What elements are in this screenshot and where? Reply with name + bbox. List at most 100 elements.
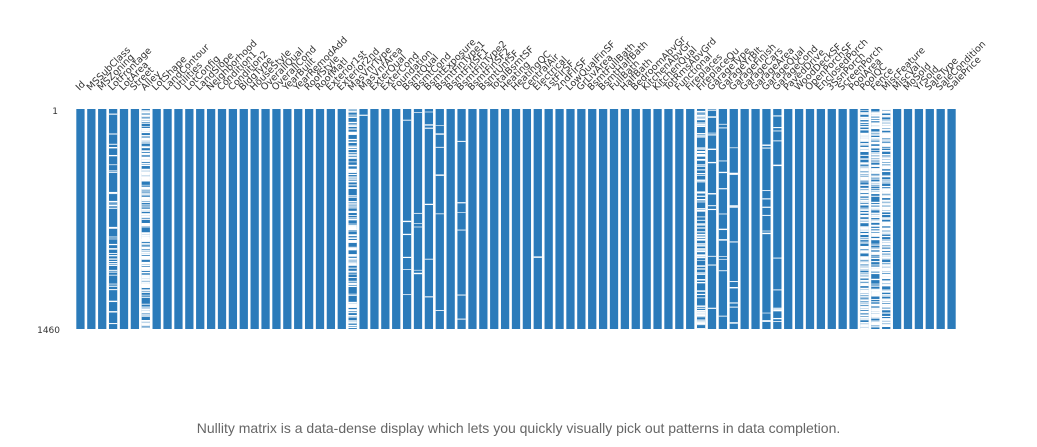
missing-value-mark [141,218,150,220]
missing-value-mark [882,143,891,146]
missing-value-mark [141,156,150,158]
missing-value-mark [141,232,150,235]
missing-value-mark [696,227,706,229]
missing-value-mark [871,132,880,133]
missing-value-mark [348,173,357,176]
missing-value-mark [871,126,880,128]
missing-value-mark [871,123,880,125]
missing-value-mark [108,146,118,149]
missing-value-mark [696,313,706,315]
row-tick-last: 1460 [37,326,60,336]
missing-value-mark [882,299,891,302]
missing-value-mark [457,140,466,142]
missing-value-mark [707,307,717,309]
missing-value-mark [141,118,150,121]
missing-value-mark [860,176,869,179]
missing-value-mark [348,132,357,134]
missing-value-mark [457,294,466,296]
missing-value-mark [141,222,150,225]
missing-value-mark [882,264,891,266]
missing-value-mark [882,291,891,292]
missing-value-mark [882,270,891,272]
missing-value-mark [141,135,150,137]
missing-value-mark [860,163,869,165]
missing-value-mark [860,319,869,321]
missing-value-mark [141,206,150,208]
missing-value-mark [882,267,891,270]
missing-value-mark [141,150,150,152]
missing-value-mark [348,240,357,243]
missing-value-mark [860,184,869,186]
missing-value-mark [762,144,771,146]
missing-value-mark [348,237,357,239]
missing-value-mark [860,220,869,222]
matrix-column [185,109,194,329]
missing-value-mark [882,191,891,193]
missing-value-mark [141,314,150,316]
missing-value-mark [141,271,150,273]
matrix-column [707,109,717,329]
missing-value-mark [108,258,118,260]
missing-value-mark [141,142,150,144]
matrix-column [696,109,706,329]
missing-value-mark [762,206,771,208]
missing-value-mark [141,308,150,310]
missing-value-mark [141,137,150,139]
missing-value-mark [141,278,150,280]
missing-value-mark [729,173,738,175]
missing-value-mark [871,313,880,316]
missing-value-mark [882,200,891,202]
missing-value-mark [707,264,717,266]
missing-value-mark [141,246,150,248]
missing-value-mark [696,313,706,315]
missing-value-mark [871,209,880,211]
missing-value-mark [882,214,891,215]
missing-value-mark [707,208,717,211]
missing-value-mark [696,195,706,197]
missing-value-mark [141,129,150,132]
missing-value-mark [882,132,891,134]
missing-value-mark [141,296,150,298]
missing-value-mark [348,272,357,273]
missing-value-mark [860,172,869,174]
missing-value-mark [860,302,869,304]
missing-value-mark [348,179,357,181]
missing-value-mark [871,220,880,223]
missing-value-mark [348,195,357,196]
missing-value-mark [348,258,357,260]
matrix-column [490,109,499,329]
missing-value-mark [860,239,869,241]
missing-value-mark [141,232,150,233]
missing-value-mark [882,196,891,199]
missing-value-mark [141,200,150,202]
missing-value-mark [348,270,357,272]
missing-value-mark [435,133,444,135]
missing-value-mark [871,269,880,271]
missing-value-mark [348,320,357,321]
matrix-column [838,109,847,329]
missing-value-mark [348,133,357,135]
matrix-column [228,109,238,329]
missing-value-mark [882,136,891,138]
missing-value-mark [696,307,706,309]
missing-value-mark [860,303,869,305]
missing-value-mark [718,213,728,215]
missing-value-mark [871,175,880,177]
missing-value-mark [348,277,357,278]
missing-value-mark [696,124,706,126]
missing-value-mark [882,307,891,309]
missing-value-mark [141,204,150,206]
missing-value-mark [696,312,706,314]
missing-value-mark [860,256,869,259]
missing-value-mark [696,293,706,296]
missing-value-mark [860,307,869,309]
missing-value-mark [348,309,357,312]
missing-value-mark [141,110,150,112]
missing-value-mark [696,243,706,245]
missing-value-mark [871,138,880,140]
missing-value-mark [860,178,869,180]
missing-value-mark [141,322,150,324]
missing-value-mark [871,169,880,171]
missing-value-mark [860,265,869,267]
missing-value-mark [871,170,880,171]
